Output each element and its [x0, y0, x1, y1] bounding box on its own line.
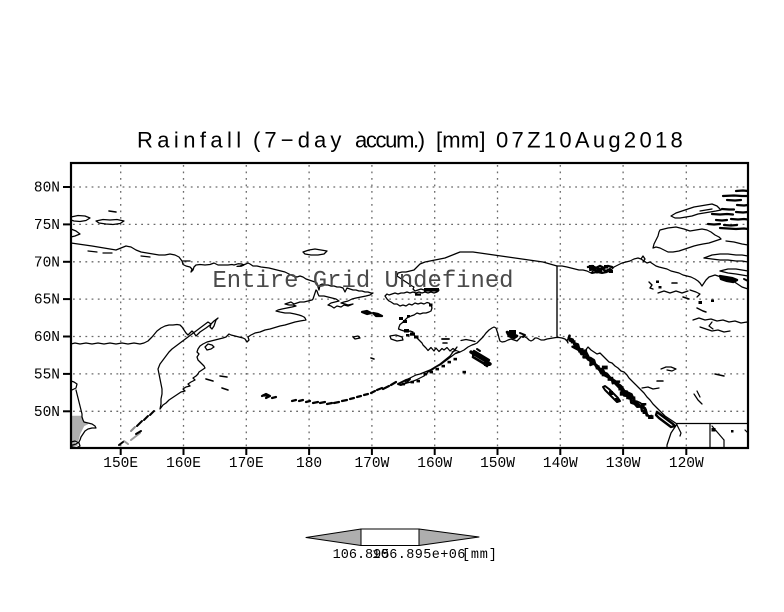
svg-text:140W: 140W [543, 456, 578, 472]
svg-text:130W: 130W [606, 456, 641, 472]
svg-text:Entire Grid Undefined: Entire Grid Undefined [212, 268, 513, 295]
svg-text:65N: 65N [34, 293, 60, 309]
svg-text:75N: 75N [34, 218, 60, 234]
svg-text:150E: 150E [103, 456, 138, 472]
svg-text:50N: 50N [34, 405, 60, 421]
svg-text:180: 180 [296, 456, 322, 472]
svg-text:160E: 160E [166, 456, 201, 472]
svg-text:120W: 120W [669, 456, 704, 472]
svg-text:(7−day: (7−day [253, 128, 345, 153]
svg-text:80N: 80N [34, 181, 60, 197]
svg-text:07Z10Aug2018: 07Z10Aug2018 [496, 128, 686, 153]
svg-text:60N: 60N [34, 330, 60, 346]
svg-text:160W: 160W [417, 456, 452, 472]
svg-text:70N: 70N [34, 255, 60, 271]
svg-text:accum.): accum.) [355, 128, 424, 153]
svg-text:Rainfall: Rainfall [137, 128, 246, 153]
svg-text:55N: 55N [34, 367, 60, 383]
svg-text:106.895e+06: 106.895e+06 [372, 548, 466, 563]
svg-text:[mm]: [mm] [436, 128, 486, 153]
svg-text:106.895: 106.895 [333, 548, 390, 563]
svg-text:170W: 170W [354, 456, 389, 472]
svg-text:150W: 150W [480, 456, 515, 472]
svg-text:[mm]: [mm] [462, 548, 498, 563]
svg-text:170E: 170E [229, 456, 264, 472]
